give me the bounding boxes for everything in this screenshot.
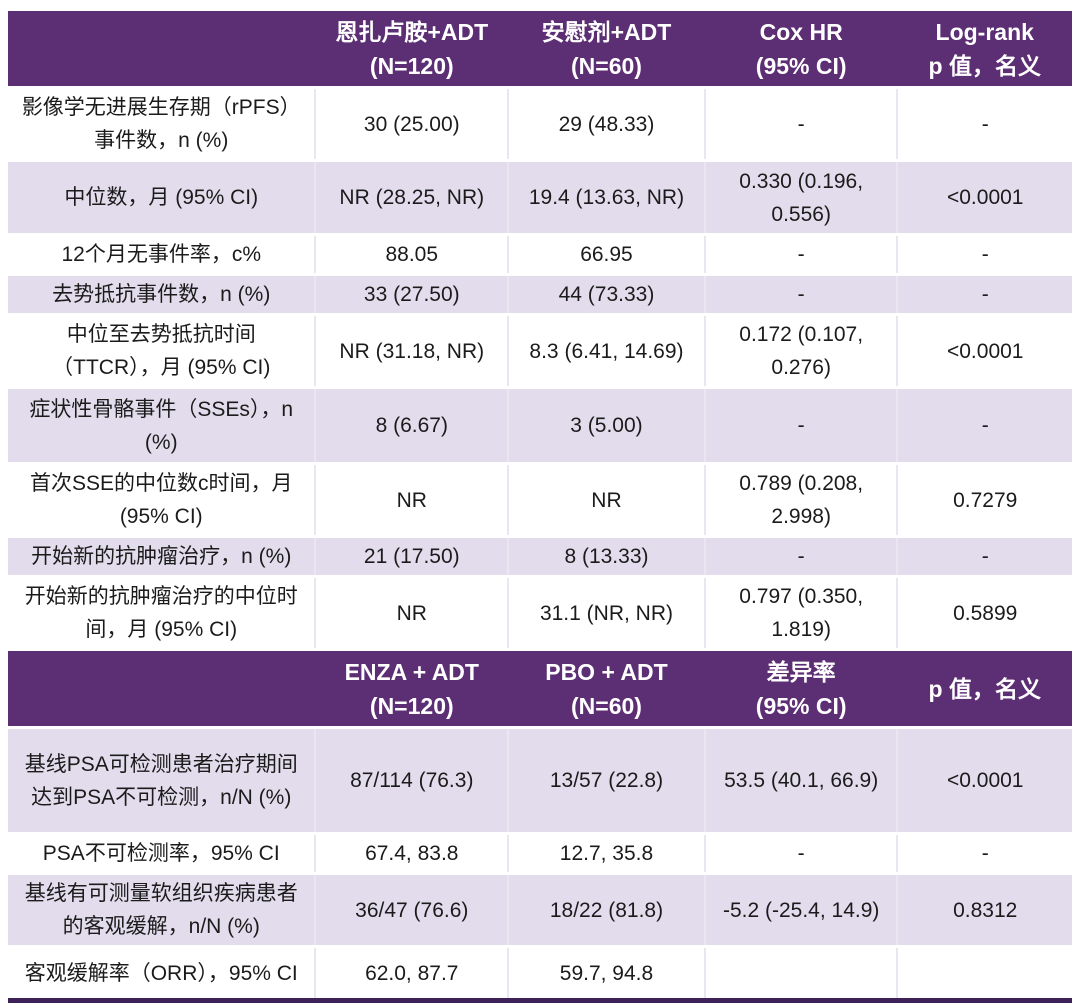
row-value: 66.95: [507, 233, 705, 275]
row-value: 62.0, 87.7: [314, 945, 509, 1001]
row-value: -: [703, 535, 898, 577]
row-label: 12个月无事件率，c%: [8, 233, 316, 275]
row-value: 31.1 (NR, NR): [507, 575, 705, 650]
row-value: -: [703, 233, 898, 275]
row-value: 0.797 (0.350, 1.819): [703, 575, 898, 650]
row-value: 87/114 (76.3): [314, 726, 509, 834]
column-header: p 值，名义: [897, 648, 1072, 728]
row-value: -: [896, 273, 1072, 315]
row-value: 8 (13.33): [507, 535, 705, 577]
row-label: 基线PSA可检测患者治疗期间 达到PSA不可检测，n/N (%): [8, 726, 316, 834]
table-row: 中位至去势抵抗时间 （TTCR），月 (95% CI) NR (31.18, NR…: [8, 313, 1072, 388]
row-value: 12.7, 35.8: [507, 832, 705, 874]
table-row: 客观缓解率（ORR），95% CI 62.0, 87.7 59.7, 94.8: [8, 945, 1072, 1001]
row-label: 症状性骨骼事件（SSEs），n (%): [8, 386, 316, 464]
row-label: 开始新的抗肿瘤治疗的中位时 间，月 (95% CI): [8, 575, 316, 650]
column-header: ENZA + ADT (N=120): [315, 648, 509, 728]
row-label: 影像学无进展生存期（rPFS） 事件数，n (%): [8, 86, 316, 161]
clinical-results-table: 恩扎卢胺+ADT (N=120) 安慰剂+ADT (N=60) Cox HR (95…: [8, 8, 1072, 1003]
row-value: -: [896, 86, 1072, 161]
row-value: 8 (6.67): [314, 386, 509, 464]
table-row: 去势抵抗事件数，n (%) 33 (27.50) 44 (73.33) - -: [8, 273, 1072, 315]
column-header: PBO + ADT (N=60): [508, 648, 705, 728]
row-value: NR: [314, 575, 509, 650]
row-value: -: [703, 386, 898, 464]
row-value: -: [896, 535, 1072, 577]
row-value: 44 (73.33): [507, 273, 705, 315]
row-value: NR: [507, 462, 705, 537]
row-value: -: [896, 386, 1072, 464]
column-header: Cox HR (95% CI): [704, 8, 898, 88]
section-header-row: 恩扎卢胺+ADT (N=120) 安慰剂+ADT (N=60) Cox HR (95…: [8, 8, 1072, 88]
row-value: 19.4 (13.63, NR): [507, 159, 705, 235]
row-value: 0.8312: [896, 872, 1072, 947]
row-value: -: [703, 832, 898, 874]
row-value: [896, 945, 1072, 1001]
column-header: 安慰剂+ADT (N=60): [508, 8, 705, 88]
row-label: PSA不可检测率，95% CI: [8, 832, 316, 874]
table-row: 影像学无进展生存期（rPFS） 事件数，n (%) 30 (25.00) 29 (4…: [8, 86, 1072, 161]
row-value: <0.0001: [896, 159, 1072, 235]
row-value: 8.3 (6.41, 14.69): [507, 313, 705, 388]
table-row: PSA不可检测率，95% CI 67.4, 83.8 12.7, 35.8- -: [8, 832, 1072, 874]
row-value: NR: [314, 462, 509, 537]
table-row: 基线PSA可检测患者治疗期间 达到PSA不可检测，n/N (%) 87/114 (…: [8, 726, 1072, 834]
row-value: 33 (27.50): [314, 273, 509, 315]
row-value: -: [896, 832, 1072, 874]
column-header: 恩扎卢胺+ADT (N=120): [315, 8, 509, 88]
row-value: <0.0001: [896, 313, 1072, 388]
row-label: 去势抵抗事件数，n (%): [8, 273, 316, 315]
table-row: 基线有可测量软组织疾病患者 的客观缓解，n/N (%) 36/47 (76.6) 1…: [8, 872, 1072, 947]
row-value: 0.789 (0.208, 2.998): [703, 462, 898, 537]
row-value: 88.05: [314, 233, 509, 275]
row-label: 首次SSE的中位数c时间，月 (95% CI): [8, 462, 316, 537]
row-value: 53.5 (40.1, 66.9): [703, 726, 898, 834]
header-label-spacer: [8, 648, 316, 728]
row-value: 13/57 (22.8): [507, 726, 705, 834]
table-row: 症状性骨骼事件（SSEs），n (%) 8 (6.67) 3 (5.00) - -: [8, 386, 1072, 464]
row-value: -: [703, 273, 898, 315]
row-value: <0.0001: [896, 726, 1072, 834]
column-header: Log-rank p 值，名义: [897, 8, 1072, 88]
row-value: 3 (5.00): [507, 386, 705, 464]
row-label: 基线有可测量软组织疾病患者 的客观缓解，n/N (%): [8, 872, 316, 947]
row-label: 客观缓解率（ORR），95% CI: [8, 945, 316, 1001]
row-value: [703, 945, 898, 1001]
row-label: 中位至去势抵抗时间 （TTCR），月 (95% CI): [8, 313, 316, 388]
table-row: 12个月无事件率，c% 88.05 66.95- -: [8, 233, 1072, 275]
row-value: 0.172 (0.107, 0.276): [703, 313, 898, 388]
row-value: 30 (25.00): [314, 86, 509, 161]
table-body: 恩扎卢胺+ADT (N=120) 安慰剂+ADT (N=60) Cox HR (95…: [8, 8, 1072, 1001]
row-value: 67.4, 83.8: [314, 832, 509, 874]
row-value: NR (31.18, NR): [314, 313, 509, 388]
row-value: 21 (17.50): [314, 535, 509, 577]
row-value: 36/47 (76.6): [314, 872, 509, 947]
table-row: 开始新的抗肿瘤治疗，n (%) 21 (17.50) 8 (13.33) - -: [8, 535, 1072, 577]
row-value: 0.7279: [896, 462, 1072, 537]
row-label: 开始新的抗肿瘤治疗，n (%): [8, 535, 316, 577]
row-value: 18/22 (81.8): [507, 872, 705, 947]
table-row: 首次SSE的中位数c时间，月 (95% CI) NR NR 0.789 (0.208,…: [8, 462, 1072, 537]
row-value: -5.2 (-25.4, 14.9): [703, 872, 898, 947]
section-header-row: ENZA + ADT (N=120) PBO + ADT (N=60) 差异率 (9…: [8, 648, 1072, 728]
row-label: 中位数，月 (95% CI): [8, 159, 316, 235]
row-value: NR (28.25, NR): [314, 159, 509, 235]
column-header: 差异率 (95% CI): [704, 648, 898, 728]
table-figure: 恩扎卢胺+ADT (N=120) 安慰剂+ADT (N=60) Cox HR (95…: [8, 8, 1072, 1003]
row-value: 0.330 (0.196, 0.556): [703, 159, 898, 235]
table-row: 中位数，月 (95% CI) NR (28.25, NR) 19.4 (13.63,…: [8, 159, 1072, 235]
row-value: -: [896, 233, 1072, 275]
header-label-spacer: [8, 8, 316, 88]
row-value: 0.5899: [896, 575, 1072, 650]
row-value: 29 (48.33): [507, 86, 705, 161]
row-value: 59.7, 94.8: [507, 945, 705, 1001]
row-value: -: [703, 86, 898, 161]
table-row: 开始新的抗肿瘤治疗的中位时 间，月 (95% CI) NR 31.1 (NR, NR…: [8, 575, 1072, 650]
